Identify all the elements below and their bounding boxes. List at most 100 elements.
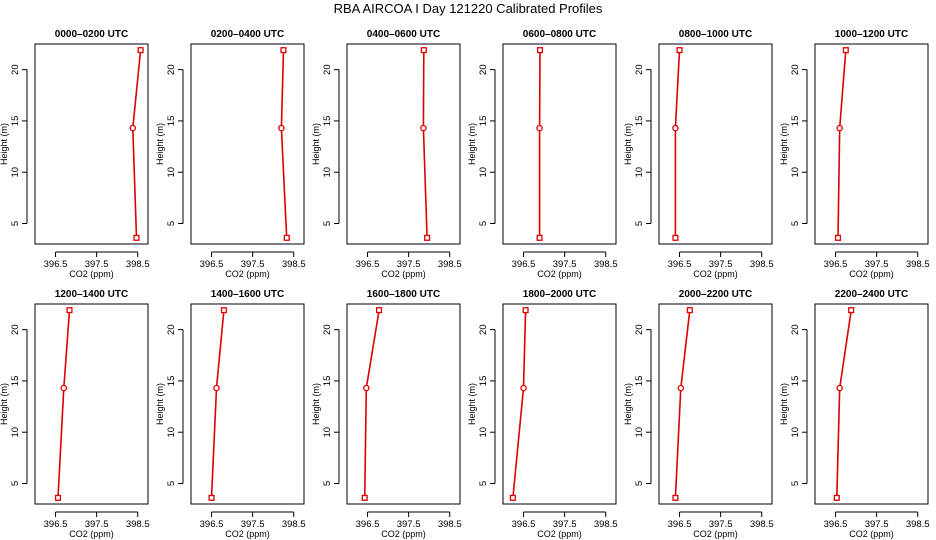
data-point (60, 384, 68, 392)
data-point (66, 307, 73, 314)
profile-line (57, 310, 71, 498)
x-axis-label: CO2 (ppm) (225, 269, 270, 279)
data-point (220, 307, 227, 314)
data-point (676, 47, 683, 54)
x-tick-label: 397.5 (553, 519, 577, 530)
x-axis-label: CO2 (ppm) (69, 269, 114, 279)
y-axis-label: Height (m) (155, 383, 165, 425)
data-point (536, 234, 543, 241)
y-tick-label: 15 (790, 376, 801, 387)
x-axis-label: CO2 (ppm) (693, 529, 738, 539)
x-tick-label: 396.5 (200, 259, 224, 270)
x-tick-label: 398.5 (126, 519, 150, 530)
data-point (522, 307, 529, 314)
y-tick-label: 5 (634, 221, 645, 226)
x-tick-label: 397.5 (241, 519, 265, 530)
y-axis-label: Height (m) (155, 123, 165, 165)
y-tick-label: 15 (322, 376, 333, 387)
panel-title: 0600–0800 UTC (523, 29, 596, 40)
panel-title: 1400–1600 UTC (211, 289, 284, 300)
y-tick-label: 10 (166, 427, 177, 438)
plot-frame (346, 43, 461, 245)
profile-panel: 1800–2000 UTC 396.5 397.5 398.5 CO2 (ppm) 5 10… (467, 289, 618, 539)
plot-frame (190, 303, 305, 505)
data-point (424, 234, 431, 241)
y-tick-label: 5 (322, 481, 333, 486)
x-axis-label: CO2 (ppm) (849, 269, 894, 279)
plot-frame (814, 303, 929, 505)
data-point (280, 47, 287, 54)
profile-line (210, 310, 225, 498)
plot-frame (658, 43, 773, 245)
data-point (536, 124, 543, 132)
data-point (509, 494, 516, 501)
x-tick-label: 396.5 (356, 519, 380, 530)
profile-panel: 1000–1200 UTC 396.5 397.5 398.5 CO2 (ppm) 5 10… (779, 29, 930, 279)
x-tick-label: 398.5 (594, 519, 618, 530)
x-tick-label: 396.5 (44, 259, 68, 270)
profile-line (422, 50, 428, 238)
x-tick-label: 397.5 (85, 519, 109, 530)
data-point (420, 47, 427, 54)
y-tick-label: 20 (478, 324, 489, 335)
x-axis-label: CO2 (ppm) (849, 529, 894, 539)
y-axis-label: Height (m) (311, 383, 321, 425)
profile-line (280, 50, 288, 238)
panel-title: 1600–1800 UTC (367, 289, 440, 300)
x-axis-label: CO2 (ppm) (537, 529, 582, 539)
y-tick-label: 20 (634, 324, 645, 335)
data-point (686, 307, 693, 314)
data-point (133, 234, 140, 241)
plot-frame (190, 43, 305, 245)
data-point (420, 124, 427, 132)
x-tick-label: 397.5 (397, 259, 421, 270)
y-tick-label: 15 (166, 116, 177, 127)
y-axis-label: Height (m) (779, 383, 789, 425)
plot-frame (814, 43, 929, 245)
data-point (376, 307, 383, 314)
profile-line (363, 310, 380, 498)
y-tick-label: 15 (10, 376, 21, 387)
data-point (677, 384, 685, 392)
profile-panel: 0000–0200 UTC 396.5 397.5 398.5 CO2 (ppm) 5 10… (0, 29, 150, 279)
x-tick-label: 397.5 (85, 259, 109, 270)
data-point (833, 494, 840, 501)
x-tick-label: 398.5 (750, 259, 774, 270)
x-tick-label: 396.5 (668, 259, 692, 270)
y-tick-label: 5 (166, 221, 177, 226)
data-point (842, 47, 849, 54)
y-tick-label: 10 (634, 427, 645, 438)
profile-line (836, 310, 852, 498)
profile-line (131, 50, 142, 238)
y-tick-label: 15 (10, 116, 21, 127)
x-tick-label: 397.5 (709, 519, 733, 530)
y-tick-label: 5 (322, 221, 333, 226)
plot-frame (502, 43, 617, 245)
plot-frame (346, 303, 461, 505)
x-tick-label: 396.5 (824, 519, 848, 530)
y-tick-label: 15 (166, 376, 177, 387)
profile-panel: 0200–0400 UTC 396.5 397.5 398.5 CO2 (ppm) 5 10… (155, 29, 306, 279)
y-tick-label: 5 (10, 221, 21, 226)
plot-frame (502, 303, 617, 505)
x-tick-label: 398.5 (594, 259, 618, 270)
data-point (834, 234, 842, 241)
profile-line (512, 310, 527, 498)
data-point (361, 494, 368, 501)
profile-panel: 1600–1800 UTC 396.5 397.5 398.5 CO2 (ppm) 5 10… (311, 289, 462, 539)
y-tick-label: 10 (478, 427, 489, 438)
y-tick-label: 10 (166, 167, 177, 178)
y-tick-label: 15 (634, 376, 645, 387)
y-axis-label: Height (m) (311, 123, 321, 165)
y-tick-label: 20 (478, 64, 489, 75)
x-tick-label: 396.5 (512, 519, 536, 530)
profile-panel: 1200–1400 UTC 396.5 397.5 398.5 CO2 (ppm) 5 10… (0, 289, 150, 539)
x-axis-label: CO2 (ppm) (69, 529, 114, 539)
data-point (672, 494, 679, 501)
y-tick-label: 15 (478, 376, 489, 387)
y-tick-label: 10 (478, 167, 489, 178)
y-axis-label: Height (m) (467, 123, 477, 165)
x-tick-label: 398.5 (438, 259, 462, 270)
data-point (129, 124, 137, 132)
